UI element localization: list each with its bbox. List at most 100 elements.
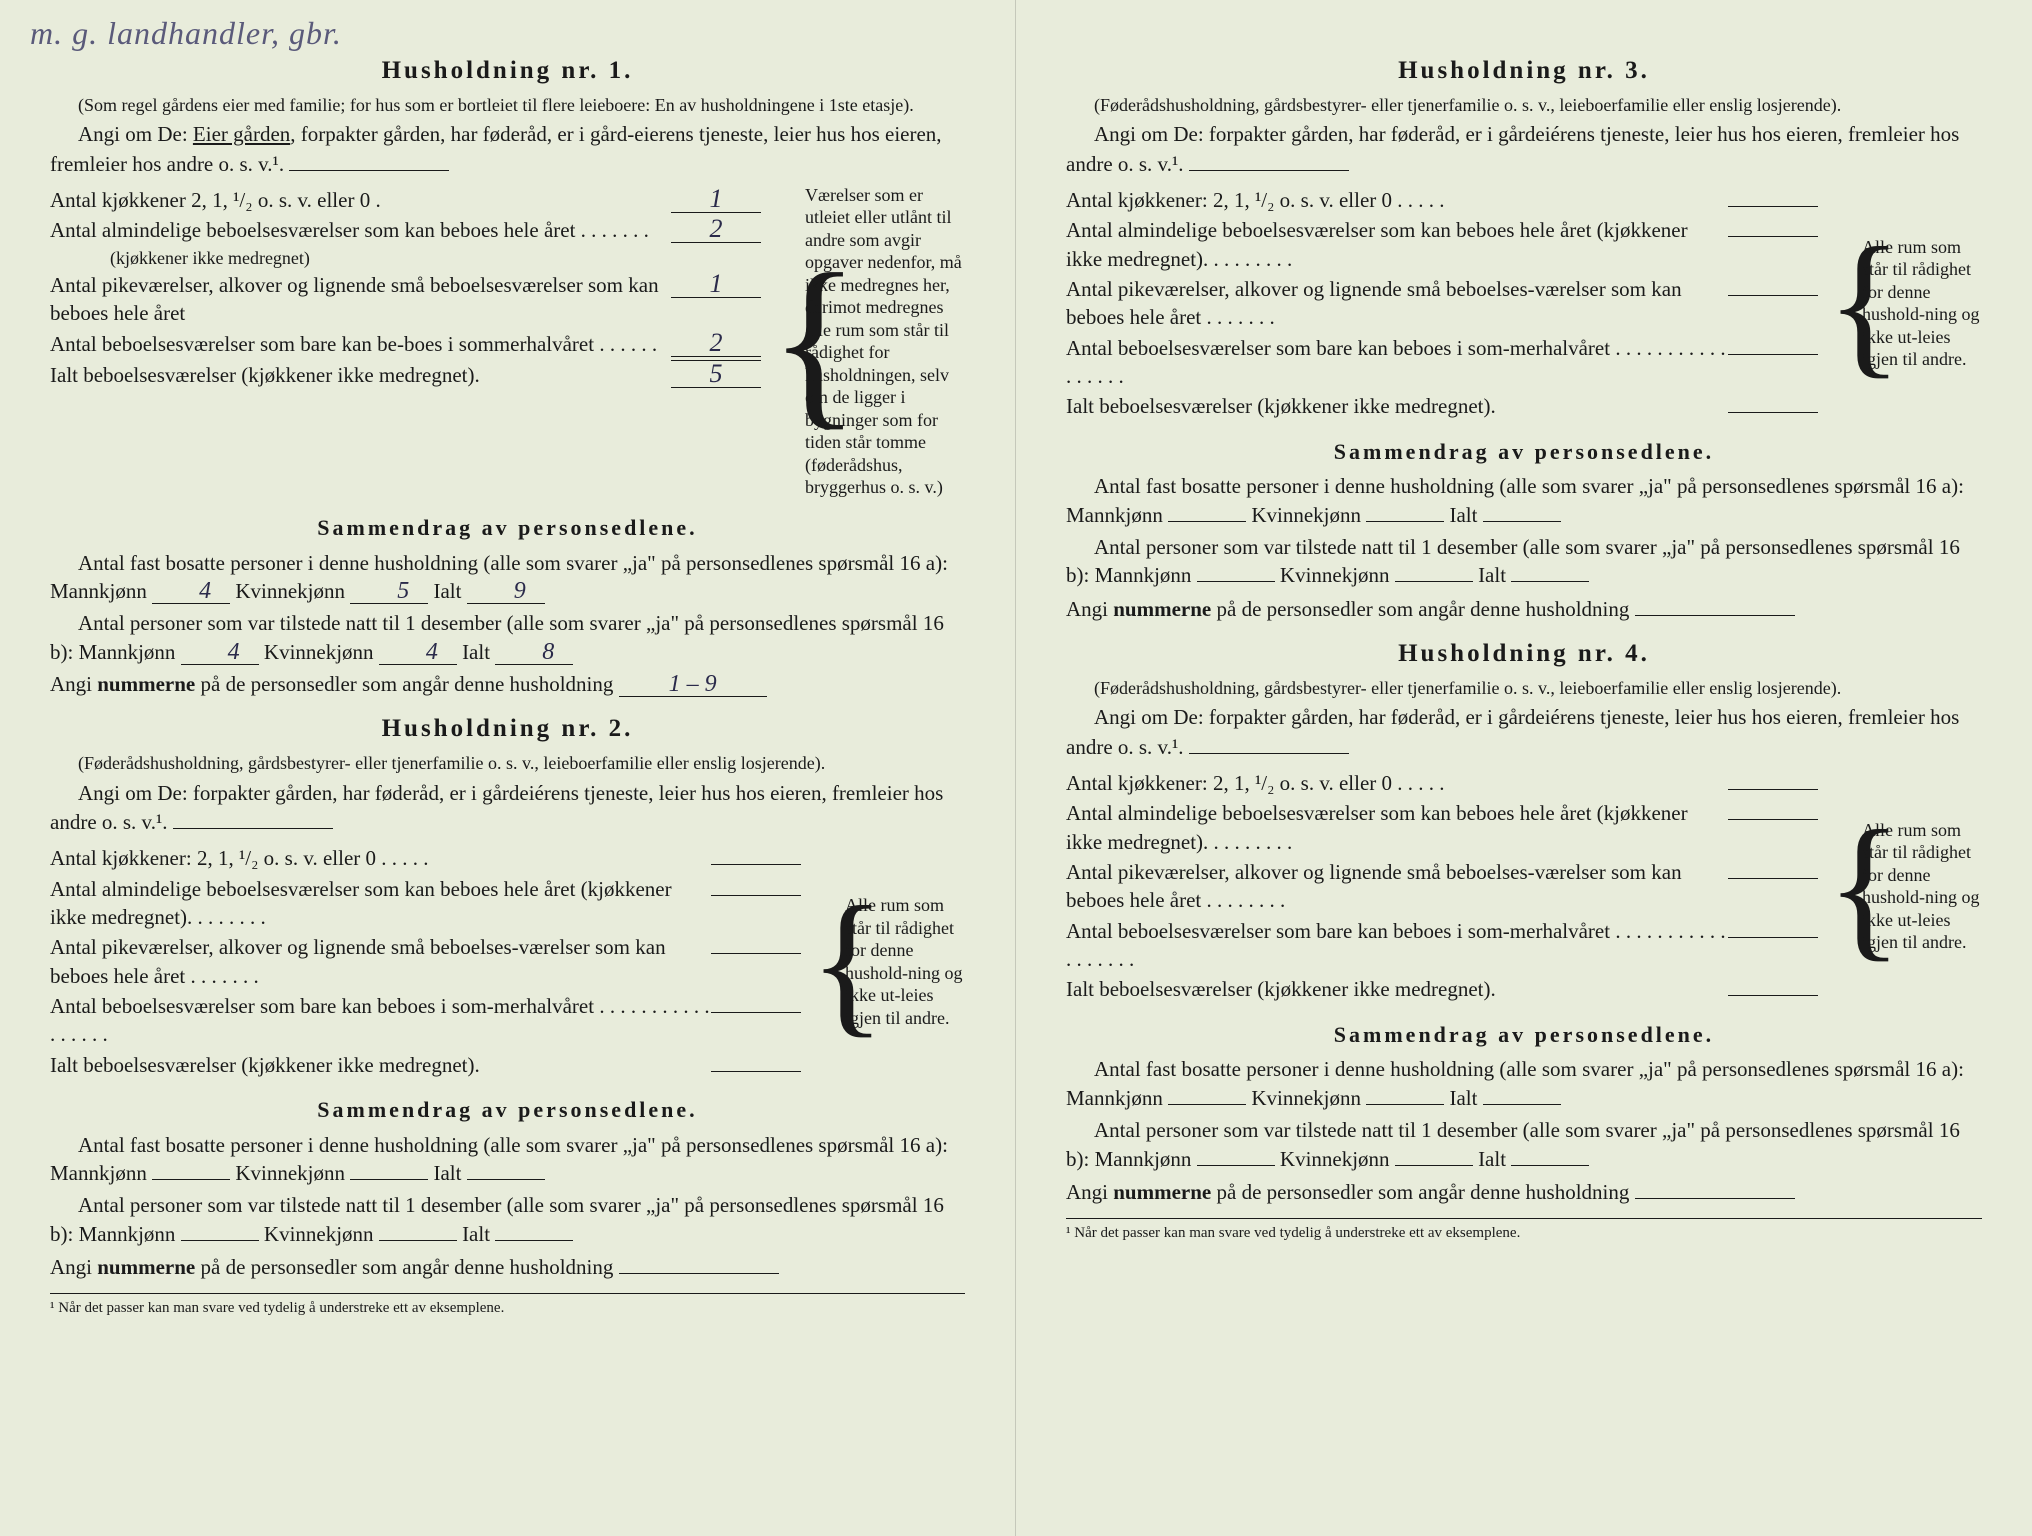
h3-r3-label: Antal pikeværelser, alkover og lignende …: [1066, 275, 1728, 332]
h1-sam2-m: 4: [181, 640, 259, 665]
h1-r5-val: 5: [671, 360, 761, 388]
h2-brace-icon: {: [809, 842, 837, 1081]
h1-sam1-k: 5: [350, 579, 428, 604]
h1-sam2-mid: Kvinnekjønn: [264, 640, 374, 664]
h3-sam1-k: [1366, 521, 1444, 522]
h4-paren: (Føderådshusholdning, gårdsbestyrer- ell…: [1066, 677, 1982, 700]
h2-sam2-k: [379, 1240, 457, 1241]
h4-r1-label: Antal kjøkkener: 2, 1, ¹/₂ o. s. v. elle…: [1066, 769, 1728, 797]
h1-r3: Antal pikeværelser, alkover og lignende …: [50, 271, 761, 328]
h4-sam2-ialt-lbl: Ialt: [1478, 1147, 1506, 1171]
h3-sam1-pre: Antal fast bosatte personer i denne hush…: [1066, 474, 1964, 526]
h4-anginr-blank: [1635, 1177, 1795, 1199]
h2-r2-label: Antal almindelige beboelsesværelser som …: [50, 875, 711, 932]
h3-sam1: Antal fast bosatte personer i denne hush…: [1066, 472, 1982, 529]
h2-r4: Antal beboelsesværelser som bare kan beb…: [50, 992, 801, 1049]
h2-r3-label: Antal pikeværelser, alkover og lignende …: [50, 933, 711, 990]
h3-angiom-pre: Angi om De:: [1094, 122, 1204, 146]
h4-angiom: Angi om De: forpakter gården, har føderå…: [1066, 703, 1982, 761]
h3-sam2-m: [1197, 581, 1275, 582]
h2-sam1-ialt: [467, 1179, 545, 1180]
h1-r5-label: Ialt beboelsesværelser (kjøkkener ikke m…: [50, 361, 671, 389]
h4-sam1-k: [1366, 1104, 1444, 1105]
h4-r3-val: [1728, 878, 1818, 879]
h3-r5-label: Ialt beboelsesværelser (kjøkkener ikke m…: [1066, 392, 1728, 420]
h1-r5: Ialt beboelsesværelser (kjøkkener ikke m…: [50, 360, 761, 389]
h1-sam1-mid: Kvinnekjønn: [235, 579, 345, 603]
h2-sam2-pre: Antal personer som var tilstede natt til…: [50, 1193, 944, 1245]
h1-r2-label: Antal almindelige beboelsesværelser som …: [50, 216, 671, 244]
h3-sam2-ialt: [1511, 581, 1589, 582]
h3-sam1-m: [1168, 521, 1246, 522]
h4-sam1-ialt: [1483, 1104, 1561, 1105]
h3-anginr-blank: [1635, 594, 1795, 616]
h2-paren: (Føderådshusholdning, gårdsbestyrer- ell…: [50, 752, 965, 775]
h4-sam2: Antal personer som var tilstede natt til…: [1066, 1116, 1982, 1173]
h3-angiom-blank: [1189, 149, 1349, 171]
h1-anginr: Angi nummerne på de personsedler som ang…: [50, 670, 965, 698]
h2-rows-col: Antal kjøkkener: 2, 1, ¹/₂ o. s. v. elle…: [50, 842, 801, 1081]
h2-r1-label: Antal kjøkkener: 2, 1, ¹/₂ o. s. v. elle…: [50, 844, 711, 872]
h2-anginr-bold: nummerne: [97, 1255, 195, 1279]
h4-anginr-bold: nummerne: [1113, 1180, 1211, 1204]
h2-sam1-ialt-lbl: Ialt: [433, 1161, 461, 1185]
h1-angiom-blank: [289, 149, 449, 171]
h3-rows-col: Antal kjøkkener: 2, 1, ¹/₂ o. s. v. elle…: [1066, 184, 1818, 423]
page-right: Husholdning nr. 3. (Føderådshusholdning,…: [1016, 0, 2032, 1536]
h2-angiom-pre: Angi om De:: [78, 781, 188, 805]
h2-r4-label: Antal beboelsesværelser som bare kan beb…: [50, 992, 711, 1049]
h4-r3-label: Antal pikeværelser, alkover og lignende …: [1066, 858, 1728, 915]
h4-brace-icon: {: [1826, 767, 1854, 1006]
h2-r5-val: [711, 1071, 801, 1072]
h2-anginr-blank: [619, 1252, 779, 1274]
h1-r1-label: Antal kjøkkener 2, 1, ¹/₂ o. s. v. eller…: [50, 186, 671, 214]
h1-sam2-ialt: 8: [495, 640, 573, 665]
h1-angiom-pre: Angi om De:: [78, 122, 188, 146]
h4-sam2-k: [1395, 1165, 1473, 1166]
h2-sam2-ialt-lbl: Ialt: [462, 1222, 490, 1246]
h3-brace-icon: {: [1826, 184, 1854, 423]
h1-sam1-m: 4: [152, 579, 230, 604]
h3-r2-label: Antal almindelige beboelsesværelser som …: [1066, 216, 1728, 273]
h3-anginr-bold: nummerne: [1113, 597, 1211, 621]
h2-rows: Antal kjøkkener: 2, 1, ¹/₂ o. s. v. elle…: [50, 842, 965, 1081]
h4-sam2-ialt: [1511, 1165, 1589, 1166]
h3-r2: Antal almindelige beboelsesværelser som …: [1066, 216, 1818, 273]
h4-rows: Antal kjøkkener: 2, 1, ¹/₂ o. s. v. elle…: [1066, 767, 1982, 1006]
h1-anginr-val: 1 – 9: [619, 672, 767, 697]
h4-sam1-pre: Antal fast bosatte personer i denne hush…: [1066, 1057, 1964, 1109]
h4-r2: Antal almindelige beboelsesværelser som …: [1066, 799, 1818, 856]
h3-paren: (Føderådshusholdning, gårdsbestyrer- ell…: [1066, 94, 1982, 117]
h1-sam2: Antal personer som var tilstede natt til…: [50, 609, 965, 666]
h2-angiom: Angi om De: forpakter gården, har føderå…: [50, 779, 965, 837]
h1-sam2-k: 4: [379, 640, 457, 665]
h1-r1-val: 1: [671, 186, 761, 213]
h3-sam1-ialt: [1483, 521, 1561, 522]
h2-sam1-pre: Antal fast bosatte personer i denne hush…: [50, 1133, 948, 1185]
h3-sammendrag-title: Sammendrag av personsedlene.: [1066, 437, 1982, 467]
h1-r4-val: 2: [671, 330, 761, 357]
h4-r1: Antal kjøkkener: 2, 1, ¹/₂ o. s. v. elle…: [1066, 769, 1818, 797]
h4-r2-label: Antal almindelige beboelsesværelser som …: [1066, 799, 1728, 856]
h2-r3-val: [711, 953, 801, 954]
h1-angiom-ul: Eier gården: [193, 122, 290, 146]
h3-sam2-pre: Antal personer som var tilstede natt til…: [1066, 535, 1960, 587]
h1-rows-col: Antal kjøkkener 2, 1, ¹/₂ o. s. v. eller…: [50, 184, 761, 499]
h4-r1-val: [1728, 789, 1818, 790]
h2-angiom-blank: [173, 807, 333, 829]
h3-r5-val: [1728, 412, 1818, 413]
h1-r4: Antal beboelsesværelser som bare kan be-…: [50, 330, 761, 358]
h4-sam2-pre: Antal personer som var tilstede natt til…: [1066, 1118, 1960, 1170]
h1-anginr-post: på de personsedler som angår denne husho…: [195, 672, 613, 696]
h3-r4-val: [1728, 354, 1818, 355]
h1-sam1-ialt-lbl: Ialt: [433, 579, 461, 603]
h2-anginr-pre: Angi: [50, 1255, 97, 1279]
h3-r3: Antal pikeværelser, alkover og lignende …: [1066, 275, 1818, 332]
h1-r3-label: Antal pikeværelser, alkover og lignende …: [50, 271, 671, 328]
h1-sammendrag-title: Sammendrag av personsedlene.: [50, 513, 965, 543]
h2-title: Husholdning nr. 2.: [50, 712, 965, 746]
handwritten-note: m. g. landhandler, gbr.: [30, 12, 342, 55]
h2-footnote: ¹ Når det passer kan man svare ved tydel…: [50, 1293, 965, 1318]
h4-sam2-mid: Kvinnekjønn: [1280, 1147, 1390, 1171]
h4-title: Husholdning nr. 4.: [1066, 637, 1982, 671]
